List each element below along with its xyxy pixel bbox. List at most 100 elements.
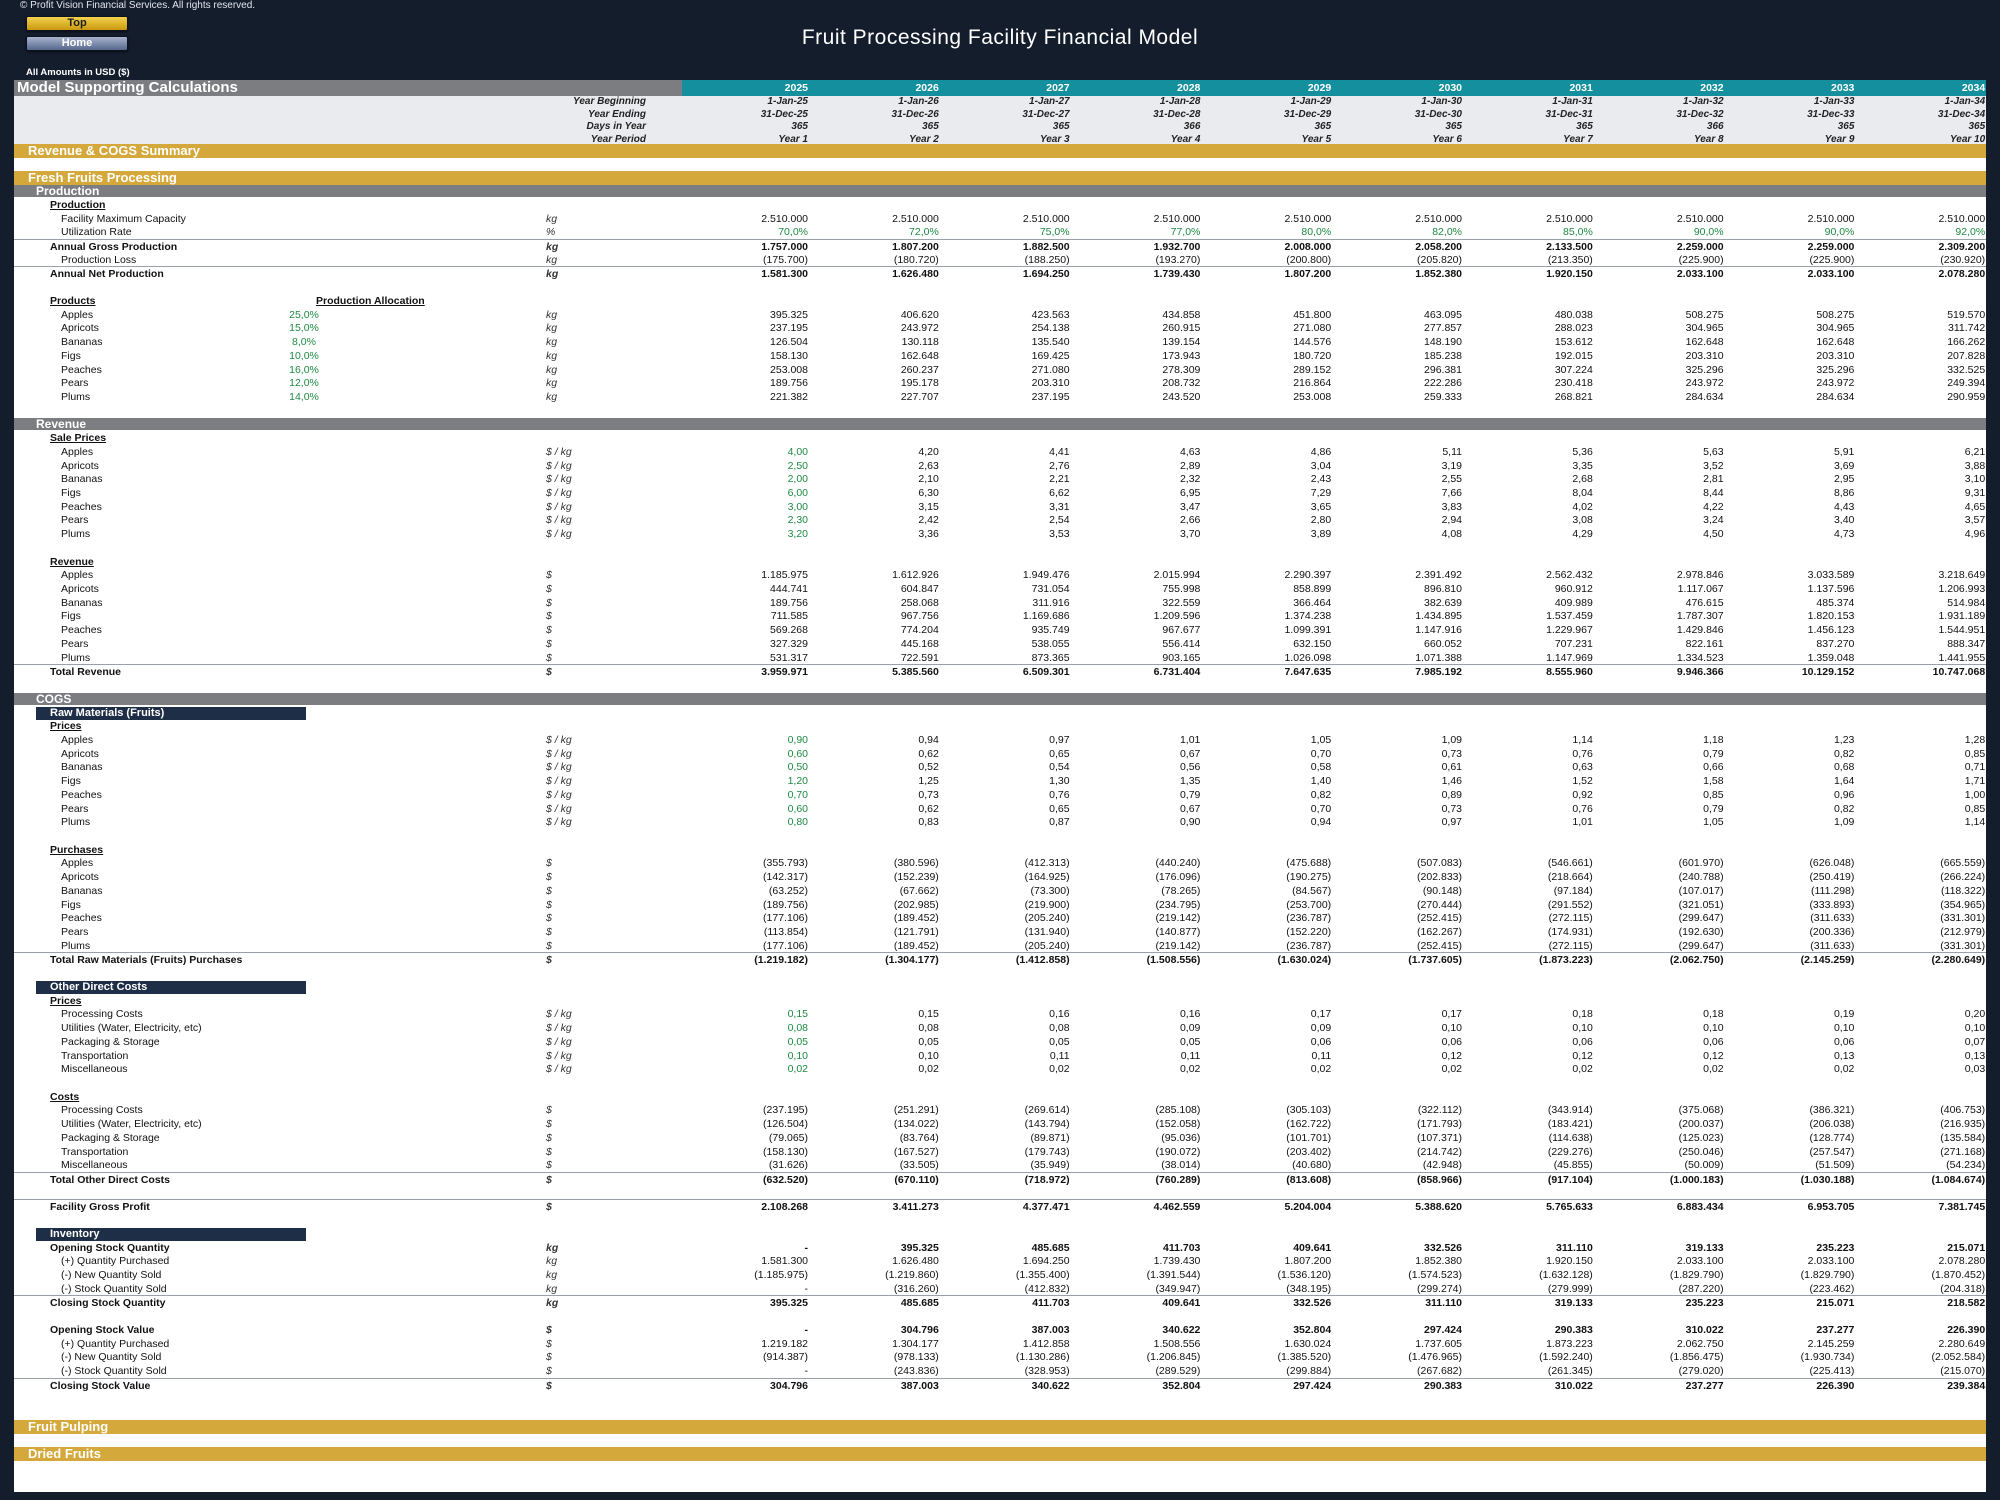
value-cell[interactable]: (140.877) (1155, 926, 1201, 939)
value-cell[interactable]: (343.914) (1547, 1104, 1593, 1117)
value-cell[interactable]: 774.204 (900, 624, 939, 637)
total-row[interactable]: Facility Gross Profit $2.108.268 3.411.273… (14, 1199, 1986, 1214)
value-cell[interactable]: 409.989 (1554, 596, 1593, 609)
value-cell[interactable]: 2,42 (918, 514, 939, 527)
value-cell[interactable]: 311.110 (1556, 1241, 1593, 1254)
value-cell[interactable]: 2025 (784, 82, 808, 94)
data-row[interactable]: Figs $ (189.756) (202.985) (219.900) (234.795… (14, 898, 1986, 912)
value-cell[interactable]: 0,85 (1964, 747, 1986, 760)
data-row[interactable]: Utilities (Water, Electricity, etc) $ (126… (14, 1117, 1986, 1131)
value-cell[interactable]: 0,96 (1833, 788, 1855, 801)
value-cell[interactable]: (158.130) (763, 1145, 808, 1158)
value-cell[interactable]: 0,73 (918, 788, 939, 801)
value-cell[interactable]: (183.421) (1547, 1118, 1593, 1131)
value-cell[interactable]: 237.195 (1031, 390, 1070, 403)
data-row[interactable]: Packaging & Storage $ (79.065) (83.764) (89.… (14, 1131, 1986, 1145)
value-cell[interactable]: 31-Dec-25 (760, 108, 808, 120)
value-cell[interactable]: (54.234) (1946, 1159, 1986, 1172)
value-cell[interactable]: 0,67 (1179, 747, 1201, 760)
value-cell[interactable]: 311.110 (1425, 1297, 1462, 1310)
value-cell[interactable]: 92,0% (1955, 226, 1986, 239)
value-cell[interactable]: (101.701) (1286, 1131, 1332, 1144)
value-cell[interactable]: 1.757.000 (761, 241, 808, 254)
value-cell[interactable]: 382.639 (1424, 596, 1462, 609)
value-cell[interactable]: 0,60 (787, 747, 808, 760)
data-row[interactable]: Apricots 15,0% kg 237.195 243.972 254.138 260.… (14, 321, 1986, 335)
value-cell[interactable]: 327.329 (770, 637, 808, 650)
value-cell[interactable]: (354.965) (1940, 898, 1986, 911)
value-cell[interactable]: 2,66 (1179, 514, 1201, 527)
data-row[interactable]: Apricots $444.741 604.847 731.054 755.998 858… (14, 582, 1986, 596)
value-cell[interactable]: (1.574.523) (1408, 1269, 1462, 1282)
value-cell[interactable]: (331.301) (1940, 912, 1986, 925)
value-cell[interactable]: (79.065) (768, 1131, 808, 1144)
value-cell[interactable]: 0,76 (1049, 788, 1070, 801)
value-cell[interactable]: 822.161 (1685, 637, 1724, 650)
value-cell[interactable]: 3,47 (1179, 500, 1201, 513)
value-cell[interactable]: 297.424 (1293, 1379, 1332, 1392)
value-cell[interactable]: 0,12 (1572, 1049, 1593, 1062)
value-cell[interactable]: 463.095 (1424, 308, 1462, 321)
value-cell[interactable]: (176.096) (1155, 871, 1201, 884)
value-cell[interactable]: 423.563 (1031, 308, 1070, 321)
value-cell[interactable]: 1-Jan-32 (1683, 96, 1724, 107)
data-row[interactable]: Apples $ / kg 0,90 0,94 0,97 1,01 1,05 1,09 1,14… (14, 733, 1986, 747)
value-cell[interactable]: (42.948) (1422, 1159, 1462, 1172)
value-cell[interactable]: 837.270 (1816, 637, 1855, 650)
value-cell[interactable]: 6.883.434 (1676, 1201, 1724, 1214)
value-cell[interactable]: 2.015.994 (1153, 569, 1201, 582)
value-cell[interactable]: 0,10 (787, 1049, 808, 1062)
value-cell[interactable]: (1.304.177) (885, 954, 939, 967)
value-cell[interactable]: 8,04 (1572, 487, 1593, 499)
value-cell[interactable]: (270.444) (1417, 898, 1462, 911)
home-button[interactable]: Home (26, 36, 128, 51)
value-cell[interactable]: 6,21 (1964, 445, 1986, 458)
value-cell[interactable]: 967.677 (1162, 624, 1201, 637)
value-cell[interactable]: (205.240) (1024, 939, 1070, 952)
value-cell[interactable]: (406.753) (1940, 1104, 1986, 1117)
value-cell[interactable]: 1.229.967 (1546, 624, 1593, 637)
value-cell[interactable]: 215.071 (1947, 1241, 1986, 1254)
value-cell[interactable]: 2.510.000 (1153, 212, 1201, 225)
value-cell[interactable]: 1.739.430 (1153, 1255, 1201, 1268)
value-cell[interactable]: (78.265) (1161, 884, 1201, 897)
value-cell[interactable]: Year 6 (1432, 133, 1462, 145)
value-cell[interactable]: 290.959 (1947, 390, 1986, 403)
value-cell[interactable]: 1-Jan-30 (1421, 96, 1462, 107)
value-cell[interactable]: 0,58 (1310, 761, 1332, 774)
value-cell[interactable]: 77,0% (1170, 226, 1201, 239)
value-cell[interactable]: 1.852.380 (1415, 1255, 1462, 1268)
value-cell[interactable]: 0,18 (1572, 1008, 1593, 1021)
value-cell[interactable]: 5,91 (1833, 445, 1855, 458)
value-cell[interactable]: (83.764) (899, 1131, 939, 1144)
value-cell[interactable]: 8,44 (1703, 487, 1724, 499)
value-cell[interactable]: (1.476.965) (1408, 1351, 1462, 1364)
value-cell[interactable]: 215.071 (1816, 1297, 1855, 1310)
value-cell[interactable]: 3,89 (1310, 528, 1332, 541)
value-cell[interactable]: (131.940) (1024, 926, 1070, 939)
value-cell[interactable]: 0,89 (1441, 788, 1462, 801)
value-cell[interactable]: 7,29 (1310, 487, 1332, 499)
value-cell[interactable]: 1,14 (1964, 816, 1986, 829)
value-cell[interactable]: 166.262 (1947, 336, 1986, 349)
value-cell[interactable]: (299.884) (1286, 1365, 1332, 1378)
value-cell[interactable]: 1.537.459 (1546, 610, 1593, 623)
value-cell[interactable]: 1,09 (1833, 816, 1855, 829)
value-cell[interactable]: 2,63 (918, 459, 939, 472)
value-cell[interactable]: (272.115) (1548, 912, 1593, 925)
data-row[interactable]: Processing Costs $ (237.195) (251.291) (269.… (14, 1103, 1986, 1117)
value-cell[interactable]: 249.394 (1947, 377, 1986, 390)
value-cell[interactable]: (189.452) (893, 939, 939, 952)
value-cell[interactable]: 2027 (1046, 82, 1070, 94)
value-cell[interactable]: (200.800) (1286, 253, 1332, 266)
value-cell[interactable]: 0,70 (1310, 747, 1332, 760)
value-cell[interactable]: 3,00 (787, 500, 808, 513)
value-cell[interactable]: 3.033.589 (1807, 569, 1855, 582)
value-cell[interactable]: (237.195) (763, 1104, 808, 1117)
value-cell[interactable]: 485.685 (1031, 1241, 1070, 1254)
data-row[interactable]: Pears $ (113.854) (121.791) (131.940) (140.87… (14, 925, 1986, 939)
value-cell[interactable]: 903.165 (1162, 651, 1201, 664)
value-cell[interactable]: 7.381.745 (1938, 1201, 1986, 1214)
value-cell[interactable]: (229.276) (1547, 1145, 1593, 1158)
value-cell[interactable]: 2.033.100 (1676, 1255, 1724, 1268)
